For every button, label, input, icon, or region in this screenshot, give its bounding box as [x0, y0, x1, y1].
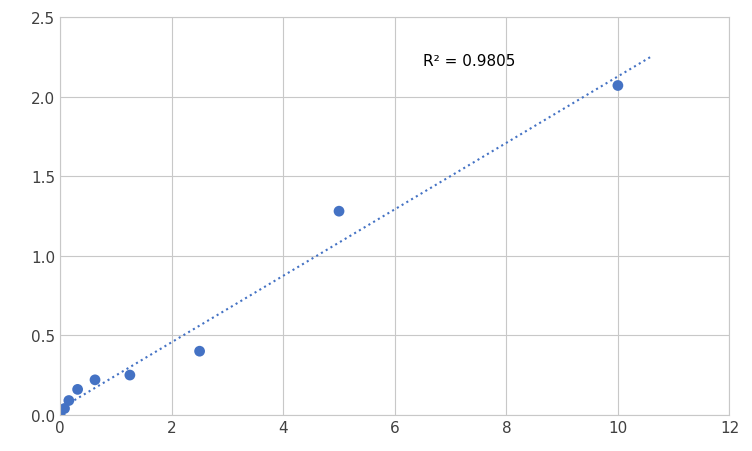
Point: [612, 83, 624, 90]
Point: [333, 208, 345, 215]
Point: [71, 386, 83, 393]
Point: [54, 411, 66, 419]
Point: [193, 348, 205, 355]
Point: [124, 372, 136, 379]
Point: [59, 405, 71, 412]
Text: R² = 0.9805: R² = 0.9805: [423, 54, 515, 69]
Point: [89, 377, 101, 384]
Point: [63, 397, 75, 404]
